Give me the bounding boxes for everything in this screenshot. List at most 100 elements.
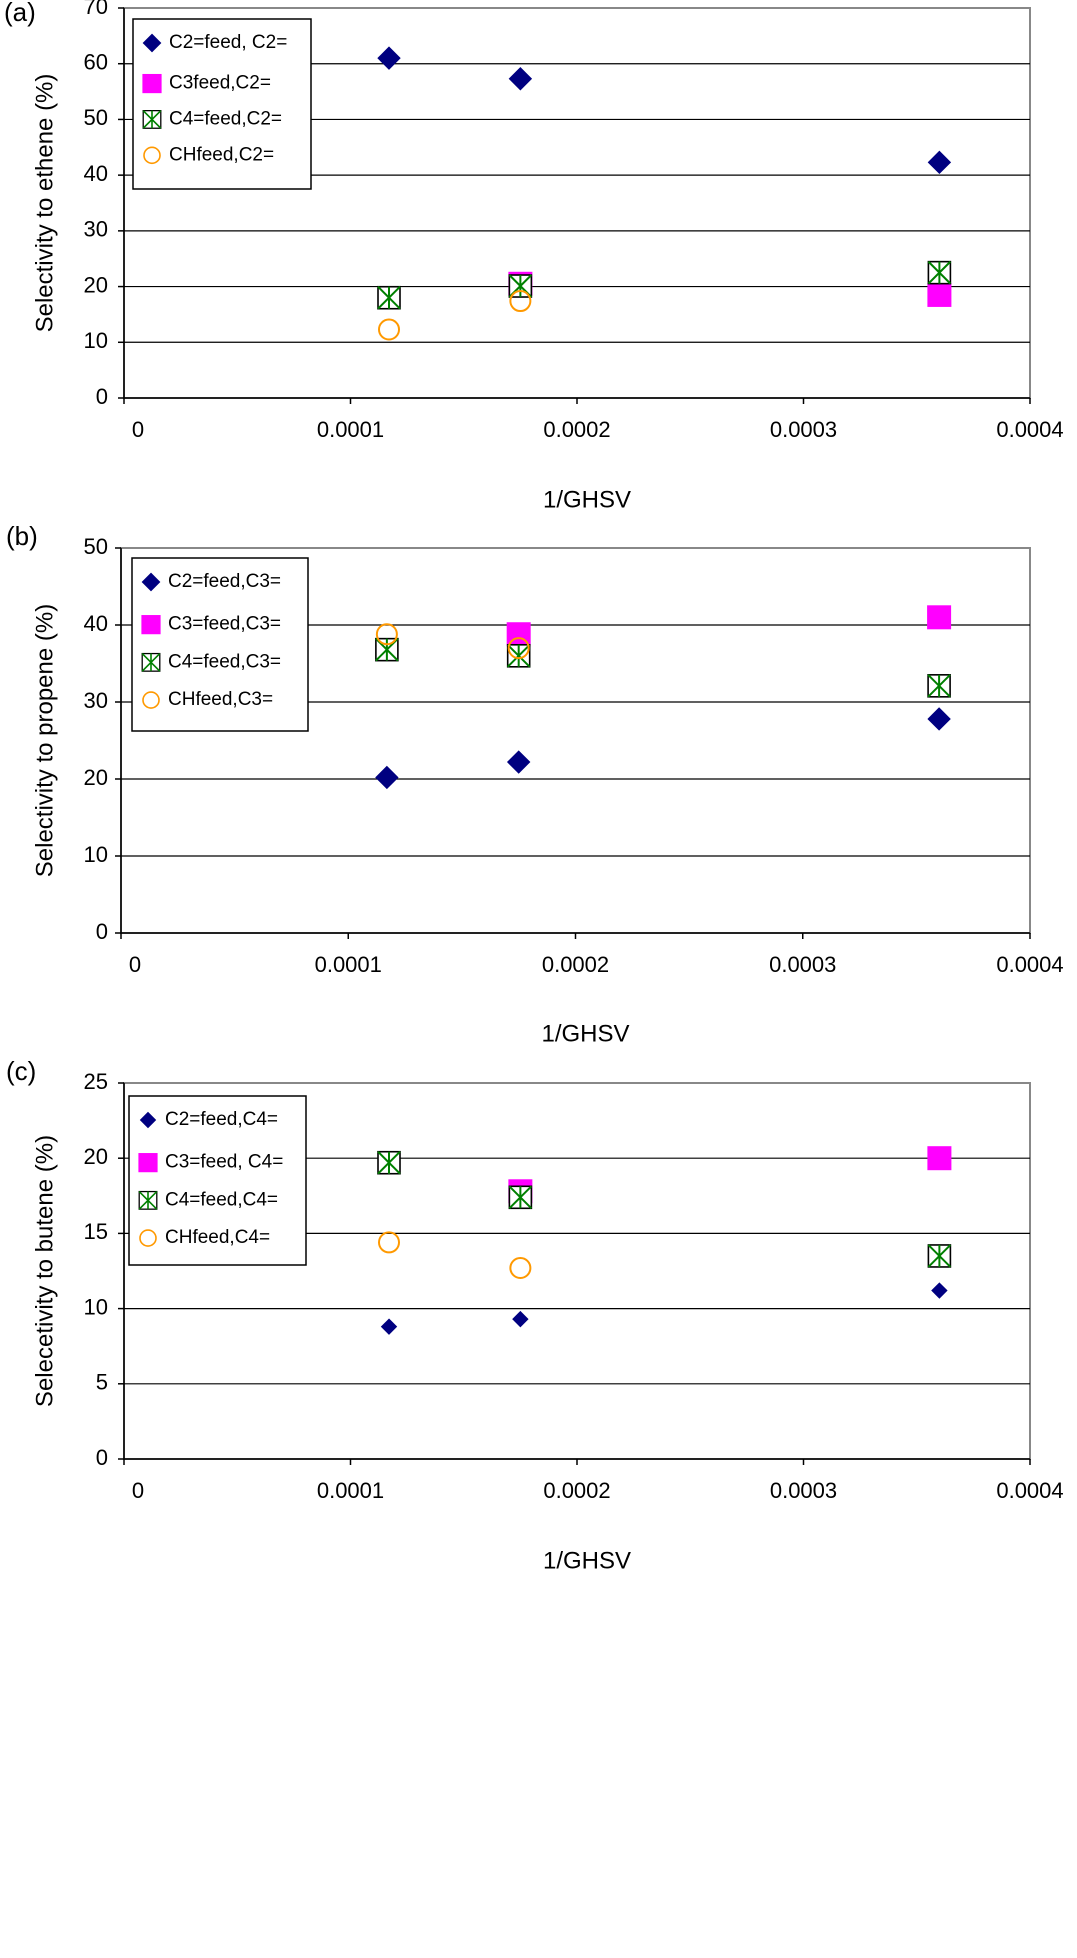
data-point: [375, 623, 398, 646]
legend-label: C3=feed,C3=: [168, 614, 281, 635]
y-tick-label: 0: [96, 919, 108, 944]
x-tick-label: 0.0003: [769, 952, 836, 977]
legend-marker: [142, 33, 162, 53]
x-axis-title: 1/GHSV: [543, 486, 631, 513]
panel-label: (a): [4, 0, 36, 27]
data-point: [377, 1150, 401, 1175]
legend: C2=feed,C3= C3=feed,C3= C4=feed,C3= CHfeed,…: [131, 557, 309, 732]
y-tick-label: 40: [84, 161, 108, 186]
y-tick-label: 70: [84, 0, 108, 19]
series-4: [378, 1231, 532, 1279]
y-tick-label: 10: [84, 328, 108, 353]
data-point: [927, 260, 952, 285]
legend-label: CHfeed,C2=: [169, 144, 274, 165]
series-1: [377, 46, 952, 175]
legend-entry: CHfeed,C2=: [143, 144, 274, 165]
data-point: [506, 643, 531, 668]
y-axis-title: Selectivity to propene (%): [31, 604, 58, 877]
x-tick-label: 0.0001: [315, 952, 382, 977]
y-tick-label: 25: [84, 1069, 108, 1094]
y-tick-label: 20: [84, 272, 108, 297]
y-tick-label: 5: [96, 1370, 108, 1395]
legend-entry: C4=feed,C2=: [142, 108, 282, 129]
data-point: [380, 1318, 398, 1335]
x-tick-label: 0.0004: [996, 952, 1063, 977]
y-tick-label: 30: [84, 688, 108, 713]
x-tick-label: 0.0001: [317, 1478, 384, 1503]
data-point: [927, 707, 951, 731]
legend-marker: [143, 146, 161, 165]
legend-label: C2=feed, C2=: [169, 32, 287, 53]
chart-panel-2: (b) 0 10 20 30 40 50 0 0.0001 0.0002 0.0003 0.0004 1…: [6, 521, 1064, 1047]
legend-box: [132, 18, 312, 190]
x-tick-label: 0: [132, 1478, 144, 1503]
data-point: [512, 1310, 529, 1328]
y-tick-label: 0: [96, 384, 108, 409]
x-tick-label: 0: [129, 952, 141, 977]
y-tick-label: 10: [84, 842, 108, 867]
data-point: [927, 605, 952, 630]
data-point: [927, 1244, 952, 1268]
legend-box: [128, 1095, 307, 1266]
y-tick-label: 0: [96, 1445, 108, 1470]
y-axis-title: Selecetivity to butene (%): [31, 1135, 58, 1407]
legend-entry: C2=feed,C3=: [141, 571, 281, 592]
x-tick-label: 0.0002: [543, 417, 610, 442]
data-point: [506, 750, 531, 774]
legend-marker: [141, 652, 161, 672]
data-point: [509, 1256, 532, 1279]
legend-entry: C2=feed,C4=: [139, 1109, 278, 1130]
panel-label: (c): [6, 1056, 36, 1086]
y-tick-label: 30: [84, 217, 108, 242]
series-4: [378, 290, 532, 341]
y-tick-label: 15: [84, 1219, 108, 1244]
x-tick-label: 0.0004: [996, 1478, 1063, 1503]
data-point: [375, 765, 399, 790]
legend-entry: C2=feed, C2=: [142, 32, 287, 53]
legend-label: C4=feed,C3=: [168, 651, 281, 672]
x-tick-label: 0.0002: [543, 1478, 610, 1503]
series-3: [377, 1150, 952, 1268]
data-point: [927, 674, 951, 698]
legend-entry: C4=feed,C4=: [138, 1189, 278, 1210]
x-axis-title: 1/GHSV: [541, 1020, 629, 1047]
data-point: [931, 1282, 948, 1299]
y-tick-label: 20: [84, 765, 108, 790]
legend-entry: C4=feed,C3=: [141, 651, 281, 672]
legend-entry: C3=feed, C4=: [138, 1152, 283, 1173]
data-point: [927, 150, 952, 175]
y-tick-label: 40: [84, 611, 108, 636]
data-point: [508, 67, 533, 91]
series-1: [380, 1282, 948, 1335]
y-tick-label: 60: [84, 50, 108, 75]
legend-entry: C3feed,C2=: [142, 73, 271, 94]
legend-box: [131, 557, 309, 732]
y-tick-label: 50: [84, 105, 108, 130]
y-axis-title: Selectivity to ethene (%): [31, 74, 58, 333]
legend-label: C2=feed,C3=: [168, 571, 281, 592]
data-point: [377, 285, 401, 310]
data-point: [378, 318, 401, 341]
x-tick-label: 0: [132, 417, 144, 442]
legend: C2=feed, C2= C3feed,C2= C4=feed,C2= CHfeed,…: [132, 18, 312, 190]
x-tick-label: 0.0003: [770, 1478, 837, 1503]
legend-label: C4=feed,C4=: [165, 1189, 278, 1210]
legend-marker: [138, 1153, 158, 1173]
data-point: [509, 290, 532, 313]
panel-label: (b): [6, 521, 38, 551]
data-point: [378, 1231, 401, 1254]
legend-label: CHfeed,C3=: [168, 689, 273, 710]
legend-label: C4=feed,C2=: [169, 108, 282, 129]
data-point: [375, 637, 399, 662]
x-tick-label: 0.0001: [317, 417, 384, 442]
y-tick-label: 50: [84, 534, 108, 559]
x-tick-label: 0.0004: [996, 417, 1063, 442]
legend-entry: CHfeed,C3=: [142, 689, 273, 710]
legend-marker: [142, 691, 160, 709]
x-tick-label: 0.0002: [542, 952, 609, 977]
chart-panel-3: (c) 0 5 10 15 20 25 0 0.0001 0.0002 0.0003 0.0004 1/…: [6, 1056, 1064, 1574]
legend-label: C2=feed,C4=: [165, 1109, 278, 1130]
x-axis-title: 1/GHSV: [543, 1547, 631, 1574]
data-point: [377, 46, 401, 70]
